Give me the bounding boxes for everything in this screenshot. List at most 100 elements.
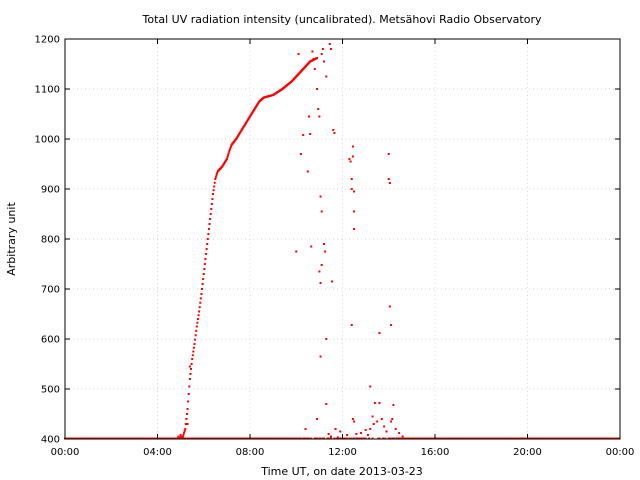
data-point [309, 133, 311, 135]
data-point [188, 386, 190, 388]
data-point [200, 293, 202, 295]
data-point [185, 423, 187, 425]
data-point [187, 408, 189, 410]
chart-title: Total UV radiation intensity (uncalibrat… [142, 13, 542, 26]
data-point [316, 418, 318, 420]
data-point [188, 393, 190, 395]
data-point [180, 434, 182, 436]
data-point [189, 378, 191, 380]
data-point [209, 223, 211, 225]
data-point [353, 191, 355, 193]
y-tick-label: 1100 [35, 85, 60, 96]
data-point [369, 386, 371, 388]
x-tick-label: 16:00 [421, 447, 450, 458]
data-point [215, 174, 217, 176]
data-point [191, 358, 193, 360]
data-point [379, 402, 381, 404]
data-point [216, 172, 218, 174]
data-point [395, 428, 397, 430]
data-point [321, 264, 323, 266]
data-point [308, 116, 310, 118]
data-point [198, 311, 200, 313]
x-tick-label: 04:00 [143, 447, 172, 458]
data-point [325, 338, 327, 340]
data-point [298, 53, 300, 55]
data-point [202, 278, 204, 280]
data-point [331, 281, 333, 283]
data-point [183, 432, 185, 434]
data-point [376, 421, 378, 423]
y-tick-label: 500 [41, 385, 60, 396]
data-point [323, 61, 325, 63]
data-point [391, 418, 393, 420]
data-point [317, 108, 319, 110]
data-point [350, 161, 352, 163]
data-point [351, 324, 353, 326]
x-tick-label: 00:00 [606, 447, 635, 458]
data-point [322, 48, 324, 50]
x-tick-label: 12:00 [328, 447, 357, 458]
data-point [302, 134, 304, 136]
data-point [388, 153, 390, 155]
data-point [320, 282, 322, 284]
data-point [311, 51, 313, 53]
data-point [300, 153, 302, 155]
data-point [313, 58, 315, 60]
x-tick-label: 20:00 [513, 447, 542, 458]
data-point [381, 418, 383, 420]
data-point [352, 146, 354, 148]
data-point [335, 428, 337, 430]
data-point [214, 178, 216, 180]
data-point [194, 339, 196, 341]
data-point [189, 373, 191, 375]
data-point [328, 433, 330, 435]
data-point [204, 258, 206, 260]
data-point [369, 428, 371, 430]
data-point [185, 418, 187, 420]
data-point [203, 273, 205, 275]
x-tick-label: 00:00 [51, 447, 80, 458]
data-point [333, 132, 335, 134]
data-point [330, 48, 332, 50]
data-point [389, 182, 391, 184]
data-point [213, 189, 215, 191]
data-point [205, 253, 207, 255]
data-point [206, 248, 208, 250]
data-point [321, 53, 323, 55]
data-point [184, 430, 186, 432]
data-point [392, 404, 394, 406]
data-point [202, 283, 204, 285]
data-point [305, 428, 307, 430]
data-point [351, 188, 353, 190]
data-point [332, 129, 334, 131]
data-point [177, 436, 179, 438]
y-tick-label: 1200 [35, 35, 60, 46]
data-point [200, 297, 202, 299]
data-point [226, 158, 228, 160]
data-point [388, 178, 390, 180]
data-point [189, 366, 191, 368]
data-point [320, 356, 322, 358]
data-point [204, 263, 206, 265]
data-point [321, 211, 323, 213]
data-point [324, 251, 326, 253]
data-point [383, 426, 385, 428]
y-tick-label: 1000 [35, 135, 60, 146]
data-point [316, 88, 318, 90]
y-tick-label: 900 [41, 185, 60, 196]
data-point [228, 152, 230, 154]
data-point [318, 116, 320, 118]
data-point [367, 434, 369, 436]
data-point [210, 213, 212, 215]
data-point [211, 198, 213, 200]
data-point [207, 238, 209, 240]
data-point [353, 211, 355, 213]
data-point [201, 288, 203, 290]
data-point [184, 428, 186, 430]
data-point [310, 246, 312, 248]
data-point [209, 218, 211, 220]
data-point [210, 208, 212, 210]
y-tick-label: 700 [41, 285, 60, 296]
data-point [186, 413, 188, 415]
